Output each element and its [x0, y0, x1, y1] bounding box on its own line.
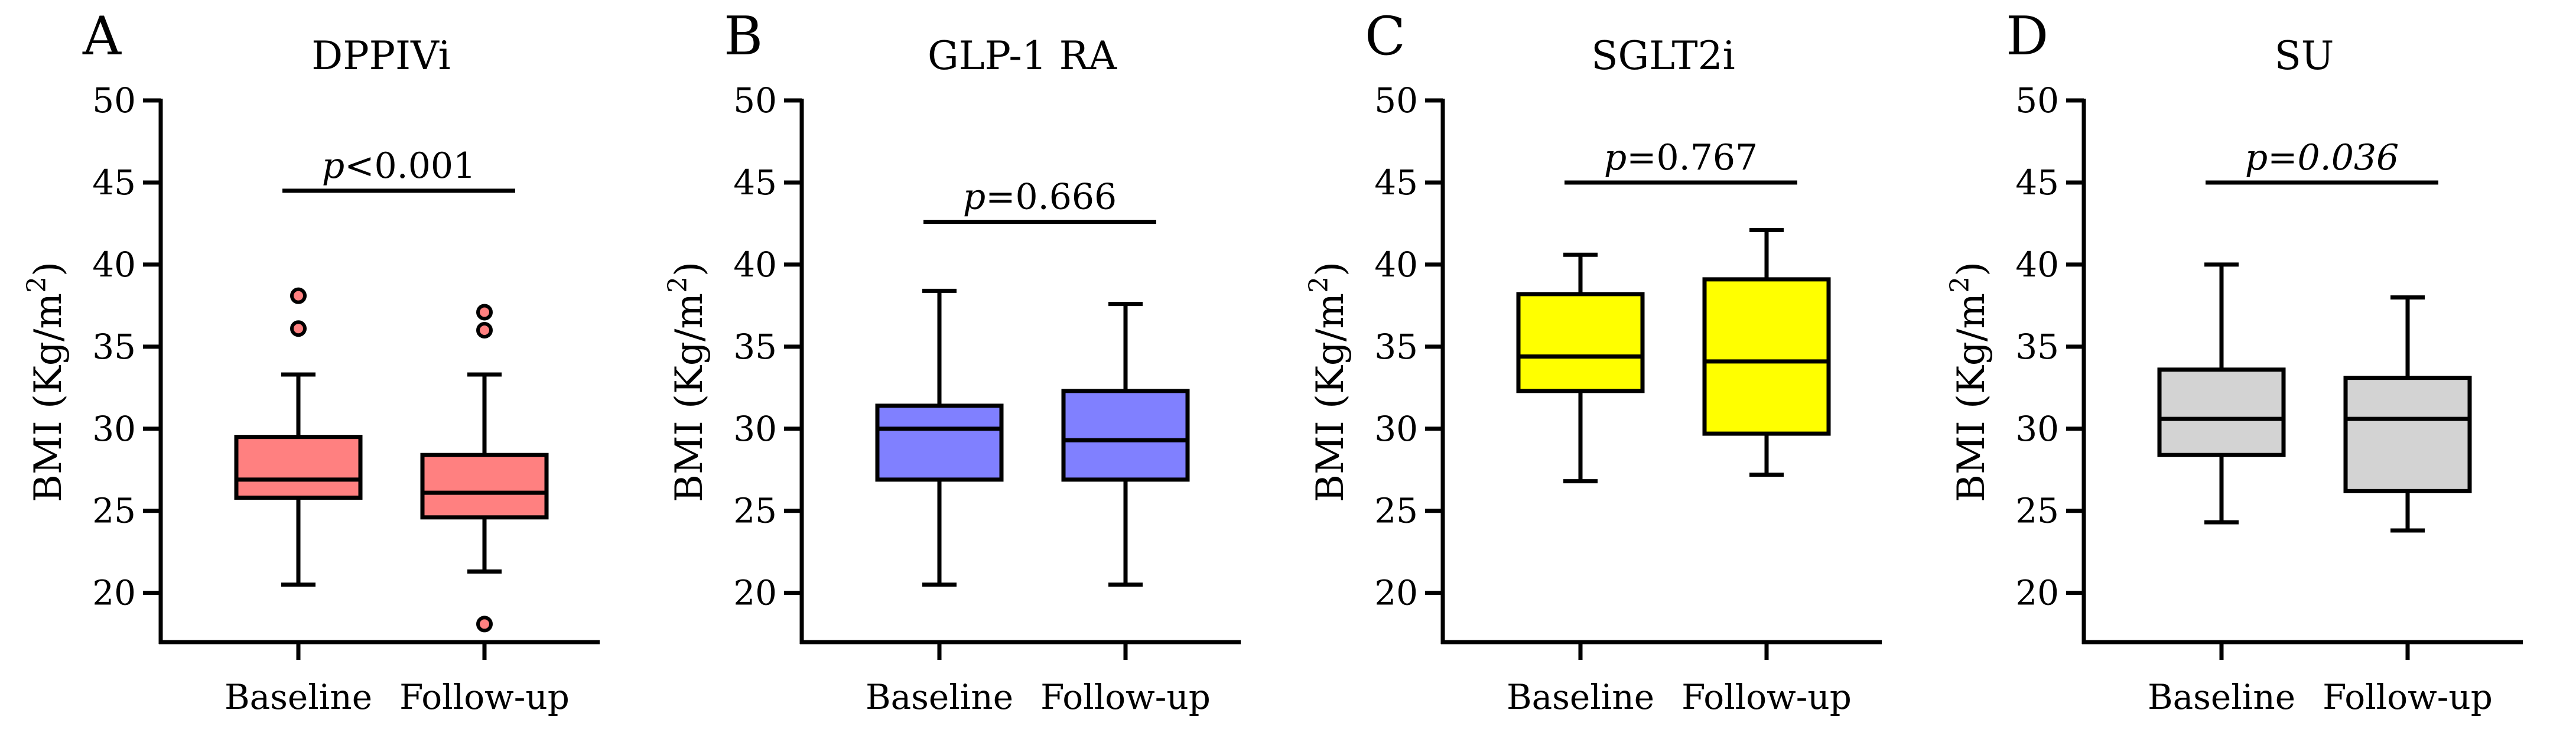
y-tick-label: 50 [1374, 80, 1418, 121]
p-value-label: p<0.001 [322, 145, 476, 187]
box-baseline [234, 287, 363, 587]
y-tick-label: 20 [1374, 573, 1418, 613]
iqr-box [1702, 277, 1831, 436]
x-tick-label: Baseline [866, 677, 1013, 717]
y-tick-label: 40 [92, 245, 136, 285]
x-tick-label: Follow-up [2323, 677, 2493, 717]
box-baseline [2157, 262, 2286, 525]
outlier-point [476, 616, 493, 633]
p-value-text: =0.666 [985, 177, 1117, 218]
x-tick-label: Follow-up [1040, 677, 1211, 717]
y-tick-label: 40 [2015, 245, 2059, 285]
p-value-label: p=0.036 [2245, 137, 2399, 178]
box-baseline [875, 288, 1004, 587]
y-tick-label: 30 [733, 409, 777, 449]
y-axis-label: BMI (Kg/m2) [1304, 262, 1352, 502]
outlier-point [290, 320, 307, 337]
y-tick-label: 35 [1374, 327, 1418, 367]
panel-letter: B [724, 5, 763, 67]
box-follow-up [1702, 228, 1831, 477]
y-tick-label: 50 [2015, 80, 2059, 121]
y-tick-label: 30 [92, 409, 136, 449]
iqr-box [1516, 292, 1645, 393]
p-value-text: =0.036 [2268, 137, 2399, 178]
y-axis-label: BMI (Kg/m2) [22, 262, 70, 502]
y-tick-label: 45 [92, 162, 136, 203]
box-follow-up [1061, 302, 1190, 587]
y-tick-label: 35 [2015, 327, 2059, 367]
outlier-point [290, 287, 307, 304]
y-tick-label: 20 [733, 573, 777, 613]
p-value-prefix: p [963, 177, 985, 218]
y-axis-label-close: ) [1950, 262, 1993, 276]
p-value-prefix: p [1604, 137, 1627, 178]
panel-a: A DPPIVi BMI (Kg/m2) 20 25 30 35 40 45 50 Baseline… [22, 5, 600, 717]
y-tick-label: 45 [733, 162, 777, 203]
iqr-box [420, 452, 549, 520]
x-tick-label: Baseline [225, 677, 372, 717]
y-axis-label-close: ) [668, 262, 711, 276]
iqr-box [234, 435, 363, 500]
panel-title: SGLT2i [1591, 33, 1735, 79]
y-tick-label: 25 [1374, 491, 1418, 531]
y-tick-label: 20 [92, 573, 136, 613]
y-tick-label: 30 [2015, 409, 2059, 449]
p-value-text: =0.767 [1627, 137, 1758, 178]
y-axis-label: BMI (Kg/m2) [663, 262, 711, 502]
y-tick-label: 45 [1374, 162, 1418, 203]
y-tick-label: 25 [733, 491, 777, 531]
y-axis-label-text: BMI (Kg/m [1309, 293, 1352, 502]
y-axis-label-text: BMI (Kg/m [668, 293, 711, 502]
y-axis-label-superscript: 2 [1945, 276, 1975, 293]
y-axis-label-superscript: 2 [1304, 276, 1334, 293]
panel-letter: A [82, 5, 122, 67]
y-axis-label-superscript: 2 [663, 276, 693, 293]
y-tick-label: 30 [1374, 409, 1418, 449]
panel-letter: C [1365, 5, 1406, 67]
panel-title: DPPIVi [311, 33, 450, 79]
iqr-box [1061, 389, 1190, 482]
p-value-label: p=0.666 [963, 177, 1117, 218]
p-value-label: p=0.767 [1604, 137, 1758, 178]
y-tick-label: 20 [2015, 573, 2059, 613]
y-axis-label-close: ) [27, 262, 70, 276]
panel-b: B GLP-1 RA BMI (Kg/m2) 20 25 30 35 40 45 50 Baseli… [663, 5, 1241, 717]
box-follow-up [2343, 295, 2472, 533]
y-tick-label: 35 [733, 327, 777, 367]
x-tick-label: Baseline [2148, 677, 2295, 717]
y-tick-label: 25 [2015, 491, 2059, 531]
box-follow-up [420, 304, 549, 633]
box-baseline [1516, 252, 1645, 484]
iqr-box [2343, 376, 2472, 493]
y-tick-label: 45 [2015, 162, 2059, 203]
panel-c: C SGLT2i BMI (Kg/m2) 20 25 30 35 40 45 50 Baseline… [1304, 5, 1882, 717]
y-axis-label-close: ) [1309, 262, 1352, 276]
x-tick-label: Follow-up [399, 677, 570, 717]
y-axis-label-text: BMI (Kg/m [27, 293, 70, 502]
p-value-prefix: p [322, 145, 344, 187]
outlier-point [476, 322, 493, 339]
p-value-prefix: p [2245, 137, 2268, 178]
panel-title: GLP-1 RA [928, 33, 1117, 79]
outlier-point [476, 304, 493, 321]
panel-title: SU [2275, 33, 2334, 79]
y-tick-label: 40 [733, 245, 777, 285]
y-axis-label: BMI (Kg/m2) [1945, 262, 1993, 502]
panel-letter: D [2006, 5, 2048, 67]
p-value-text: <0.001 [344, 145, 476, 187]
y-tick-label: 50 [733, 80, 777, 121]
iqr-box [2157, 367, 2286, 457]
y-axis-label-superscript: 2 [22, 276, 52, 293]
iqr-box [875, 403, 1004, 482]
y-axis-label-text: BMI (Kg/m [1950, 293, 1993, 502]
y-tick-label: 40 [1374, 245, 1418, 285]
panel-d: D SU BMI (Kg/m2) 20 25 30 35 40 45 50 Baseline Foll… [1945, 5, 2523, 717]
y-tick-label: 35 [92, 327, 136, 367]
x-tick-label: Baseline [1507, 677, 1654, 717]
y-tick-label: 50 [92, 80, 136, 121]
x-tick-label: Follow-up [1681, 677, 1852, 717]
y-tick-label: 25 [92, 491, 136, 531]
